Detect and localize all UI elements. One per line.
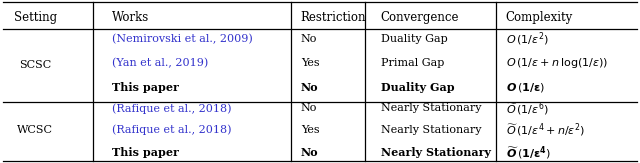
Text: $\widetilde{\boldsymbol{O}}\,(\mathbf{1/\epsilon^4})$: $\widetilde{\boldsymbol{O}}\,(\mathbf{1/…: [506, 144, 550, 161]
Text: No: No: [301, 34, 317, 44]
Text: $\boldsymbol{O}\,(\mathbf{1/\epsilon})$: $\boldsymbol{O}\,(\mathbf{1/\epsilon})$: [506, 81, 545, 94]
Text: No: No: [301, 82, 319, 93]
Text: Primal Gap: Primal Gap: [381, 58, 444, 68]
Text: Convergence: Convergence: [381, 11, 460, 24]
Text: $\widetilde{O}\,(1/\epsilon^4 + n/\epsilon^2)$: $\widetilde{O}\,(1/\epsilon^4 + n/\epsil…: [506, 121, 585, 138]
Text: Nearly Stationary: Nearly Stationary: [381, 147, 491, 158]
Text: Restriction: Restriction: [301, 11, 366, 24]
Text: Yes: Yes: [301, 125, 319, 135]
Text: (Rafique et al., 2018): (Rafique et al., 2018): [112, 124, 232, 135]
Text: Setting: Setting: [13, 11, 57, 24]
Text: No: No: [301, 147, 319, 158]
Text: This paper: This paper: [112, 147, 179, 158]
Text: (Yan et al., 2019): (Yan et al., 2019): [112, 58, 208, 68]
Text: Complexity: Complexity: [506, 11, 573, 24]
Text: $O\,(1/\epsilon^2)$: $O\,(1/\epsilon^2)$: [506, 30, 548, 48]
Text: Duality Gap: Duality Gap: [381, 34, 447, 44]
Text: $\widetilde{O}\,(1/\epsilon^6)$: $\widetilde{O}\,(1/\epsilon^6)$: [506, 100, 548, 117]
Text: SCSC: SCSC: [19, 60, 51, 70]
Text: (Rafique et al., 2018): (Rafique et al., 2018): [112, 103, 232, 114]
Text: Works: Works: [112, 11, 149, 24]
Text: Duality Gap: Duality Gap: [381, 82, 454, 93]
Text: Nearly Stationary: Nearly Stationary: [381, 125, 481, 135]
Text: Nearly Stationary: Nearly Stationary: [381, 103, 481, 113]
Text: This paper: This paper: [112, 82, 179, 93]
Text: Yes: Yes: [301, 58, 319, 68]
Text: No: No: [301, 103, 317, 113]
Text: WCSC: WCSC: [17, 125, 53, 135]
Text: $O\,(1/\epsilon + n\,\mathrm{log}(1/\epsilon))$: $O\,(1/\epsilon + n\,\mathrm{log}(1/\eps…: [506, 56, 608, 70]
Text: (Nemirovski et al., 2009): (Nemirovski et al., 2009): [112, 34, 253, 44]
